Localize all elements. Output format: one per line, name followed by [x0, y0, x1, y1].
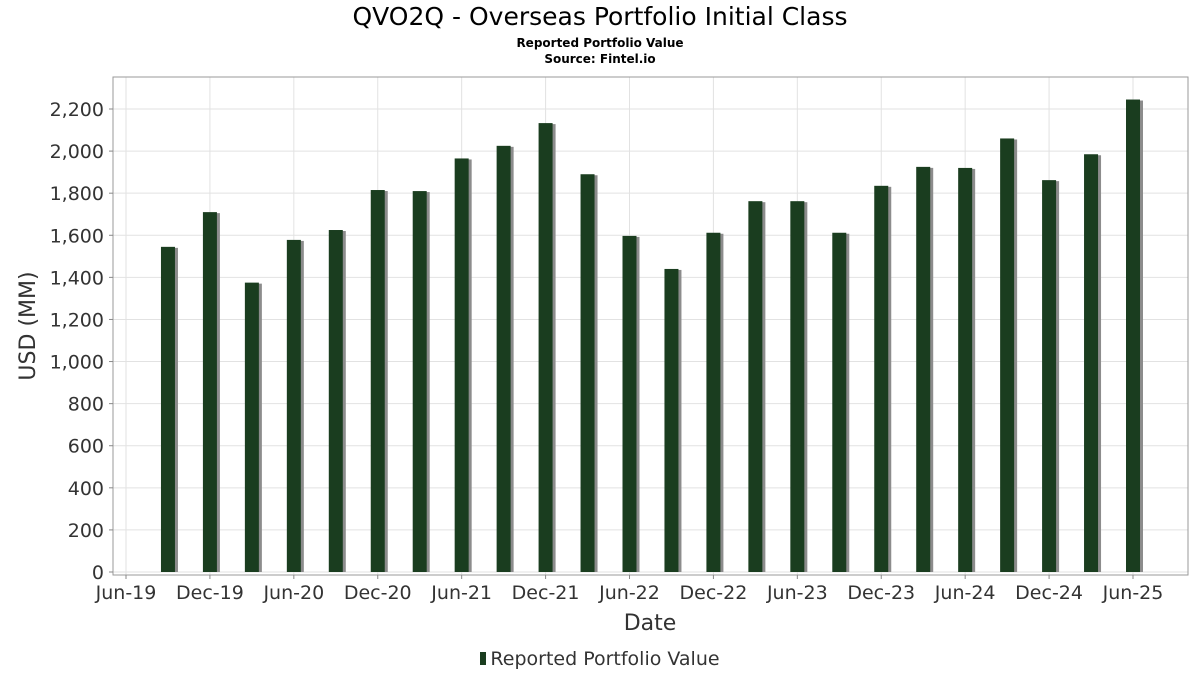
x-tick-label: Dec-19 [176, 582, 244, 604]
bar [580, 174, 595, 572]
bar [916, 166, 931, 572]
x-tick-label: Dec-21 [512, 582, 580, 604]
chart-subtitle: Reported Portfolio Value [516, 36, 684, 50]
bar [454, 158, 469, 572]
y-tick-label: 1,800 [50, 183, 104, 205]
x-axis: Jun-19 Dec-19 Jun-20 Dec-20 Jun-21 Dec-21 Jun-… [95, 575, 1164, 604]
bar [1084, 154, 1099, 572]
bar [874, 185, 889, 572]
bar [748, 201, 763, 573]
x-tick-label: Dec-22 [680, 582, 748, 604]
y-tick-label: 2,000 [50, 141, 104, 163]
x-tick-label: Dec-24 [1015, 582, 1083, 604]
y-tick-label: 600 [68, 436, 104, 458]
legend: Reported Portfolio Value [0, 648, 1200, 670]
bar [328, 230, 343, 573]
y-tick-label: 1,600 [50, 225, 104, 247]
bar [664, 268, 679, 572]
x-tick-label: Jun-24 [934, 582, 996, 604]
y-axis: 0 200 400 600 800 1,000 1,200 1,400 1,600 1,800 2,… [50, 99, 113, 584]
bar [958, 167, 973, 572]
x-tick-label: Jun-21 [430, 582, 492, 604]
bar [202, 212, 217, 572]
y-tick-label: 800 [68, 394, 104, 416]
x-tick-label: Jun-20 [262, 582, 324, 604]
y-axis-label: USD (MM) [16, 271, 41, 380]
x-tick-label: Dec-20 [344, 582, 412, 604]
bar [1126, 99, 1140, 573]
bar [496, 145, 511, 573]
grid-lines [113, 77, 1188, 575]
x-tick-label: Dec-23 [847, 582, 915, 604]
bar [622, 235, 637, 572]
x-tick-label: Jun-25 [1102, 582, 1164, 604]
bar [790, 201, 805, 573]
y-tick-label: 1,400 [50, 267, 104, 289]
y-tick-label: 0 [92, 562, 104, 584]
y-tick-label: 1,000 [50, 352, 104, 374]
bar-chart: 0 200 400 600 800 1,000 1,200 1,400 1,600 1,800 2,… [16, 76, 1189, 636]
x-axis-label: Date [624, 611, 677, 636]
bar [160, 246, 175, 573]
bar [370, 190, 385, 572]
x-tick-label: Jun-22 [598, 582, 660, 604]
chart-title: QVO2Q - Overseas Portfolio Initial Class [352, 2, 848, 31]
x-tick-label: Jun-19 [95, 582, 157, 604]
y-tick-label: 1,200 [50, 309, 104, 331]
chart-source: Source: Fintel.io [544, 52, 656, 66]
legend-swatch [480, 652, 487, 665]
bars [160, 99, 1143, 573]
bar [538, 123, 553, 572]
bar [706, 232, 721, 573]
bar [1000, 138, 1015, 573]
legend-label: Reported Portfolio Value [490, 648, 720, 670]
bar [244, 282, 259, 572]
bar [832, 232, 847, 573]
y-tick-label: 2,200 [50, 99, 104, 121]
bar [412, 191, 427, 572]
plot-frame [112, 76, 1189, 576]
bar [286, 239, 301, 573]
y-tick-label: 200 [68, 520, 104, 542]
bar [1042, 180, 1057, 572]
x-tick-label: Jun-23 [766, 582, 828, 604]
y-tick-label: 400 [68, 478, 104, 500]
